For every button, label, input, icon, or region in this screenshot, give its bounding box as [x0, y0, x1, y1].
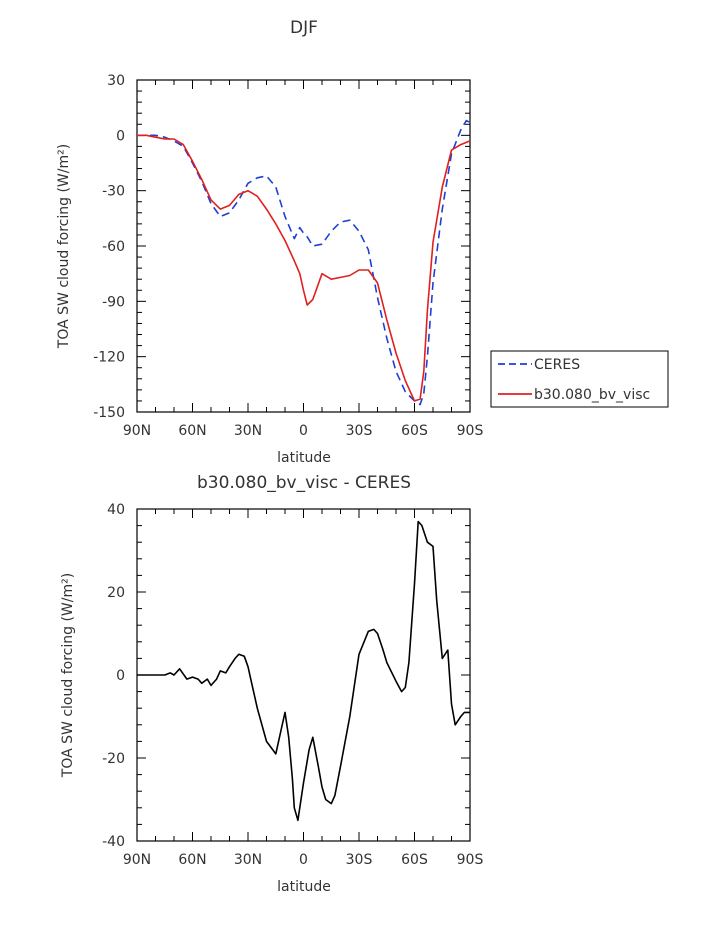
ceres-series-line: [137, 119, 471, 406]
top-panel-y-label: TOA SW cloud forcing (W/m²): [56, 144, 72, 349]
y-tick-label: -40: [102, 834, 125, 850]
top-panel-frame: [136, 79, 471, 413]
y-tick-label: -60: [102, 239, 125, 255]
y-tick-label: -120: [93, 350, 125, 366]
y-tick-label: 20: [107, 585, 125, 601]
legend-ceres-label: CERES: [534, 357, 580, 373]
difference-series-line: [137, 520, 470, 822]
x-tick-label: 0: [299, 423, 308, 439]
x-tick-label: 30N: [234, 852, 262, 868]
top-panel-series: [137, 119, 471, 406]
x-tick-label: 90N: [123, 852, 151, 868]
bottom-panel-series: [137, 520, 470, 822]
bottom-panel-y-label: TOA SW cloud forcing (W/m²): [60, 573, 76, 778]
top-panel-title: DJF: [290, 18, 318, 38]
y-tick-label: 30: [107, 73, 125, 89]
bottom-panel-frame: [136, 508, 471, 842]
bottom-panel-x-label: latitude: [277, 879, 331, 895]
y-tick-label: -150: [93, 405, 125, 421]
x-tick-label: 30S: [346, 423, 373, 439]
x-tick-label: 60S: [401, 423, 428, 439]
y-tick-label: 0: [116, 128, 125, 144]
x-tick-label: 60N: [178, 423, 206, 439]
x-tick-label: 90N: [123, 423, 151, 439]
b30-080-bv-visc-series-line: [137, 134, 471, 402]
x-tick-label: 60N: [178, 852, 206, 868]
legend-box: [490, 350, 669, 408]
legend: CERES b30.080_bv_visc: [490, 350, 669, 408]
y-tick-label: 0: [116, 668, 125, 684]
top-panel: DJF 30 0 -30 -60 -90 -120 -150 90N 60N 30N 0 30S 60…: [56, 18, 669, 466]
top-panel-x-ticks: 90N 60N 30N 0 30S 60S 90S: [123, 80, 484, 439]
x-tick-label: 0: [299, 852, 308, 868]
x-tick-label: 90S: [457, 423, 484, 439]
x-tick-label: 60S: [401, 852, 428, 868]
top-panel-y-ticks: 30 0 -30 -60 -90 -120 -150: [93, 73, 470, 421]
bottom-panel-y-ticks: 40 20 0 -20 -40: [102, 502, 470, 850]
y-tick-label: -30: [102, 184, 125, 200]
bottom-panel-x-ticks: 90N 60N 30N 0 30S 60S 90S: [123, 509, 484, 868]
y-tick-label: -90: [102, 294, 125, 310]
y-tick-label: -20: [102, 751, 125, 767]
legend-model-label: b30.080_bv_visc: [534, 387, 650, 403]
bottom-panel: b30.080_bv_visc - CERES 40 20 0 -20 -40 90N 6…: [60, 473, 483, 895]
y-tick-label: 40: [107, 502, 125, 518]
x-tick-label: 90S: [457, 852, 484, 868]
top-panel-x-label: latitude: [277, 450, 331, 466]
bottom-panel-title: b30.080_bv_visc - CERES: [197, 473, 411, 493]
x-tick-label: 30S: [346, 852, 373, 868]
x-tick-label: 30N: [234, 423, 262, 439]
